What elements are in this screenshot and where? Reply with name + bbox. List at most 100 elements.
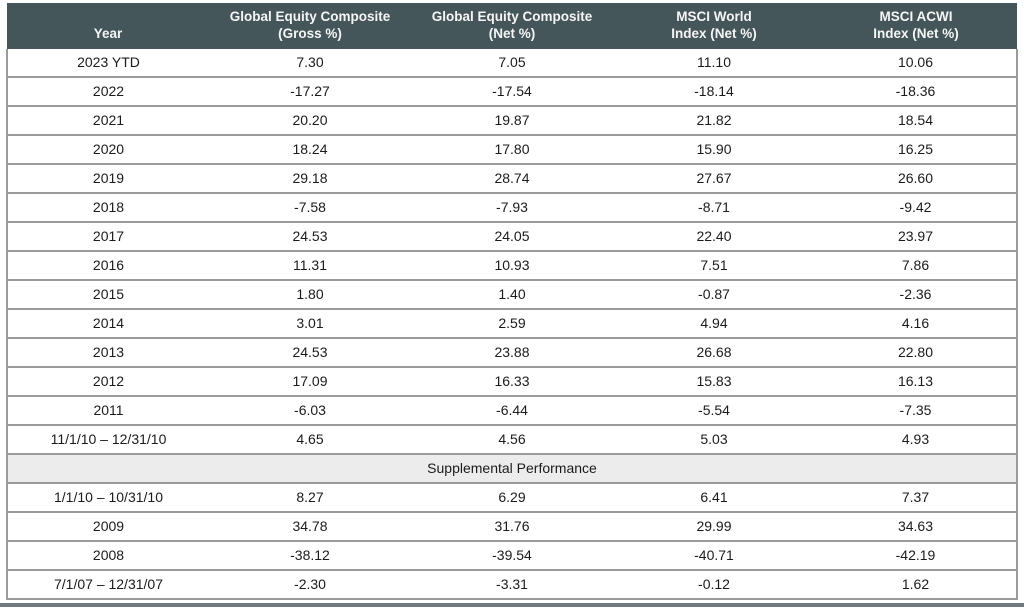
value-cell: 4.94: [613, 308, 815, 339]
value-cell: -42.19: [815, 540, 1018, 571]
value-cell: -3.31: [411, 569, 613, 600]
value-cell: 15.90: [613, 134, 815, 165]
value-cell: 22.40: [613, 221, 815, 252]
value-cell: 16.13: [815, 366, 1018, 397]
value-cell: 24.53: [209, 337, 411, 368]
value-cell: 7.37: [815, 482, 1018, 513]
value-cell: 24.05: [411, 221, 613, 252]
value-cell: 29.18: [209, 163, 411, 194]
year-cell: 2018: [6, 192, 209, 223]
table-row: 2023 YTD 7.30 7.05 11.10 10.06: [6, 48, 1018, 78]
value-cell: -18.14: [613, 76, 815, 107]
table-row: 2008 -38.12 -39.54 -40.71 -42.19: [6, 540, 1018, 571]
value-cell: 7.51: [613, 250, 815, 281]
value-cell: 11.31: [209, 250, 411, 281]
value-cell: 5.03: [613, 424, 815, 455]
value-cell: -6.03: [209, 395, 411, 426]
table-row: 2018 -7.58 -7.93 -8.71 -9.42: [6, 192, 1018, 223]
value-cell: 1.40: [411, 279, 613, 310]
table-row: 7/1/07 – 12/31/07 -2.30 -3.31 -0.12 1.62: [6, 569, 1018, 600]
column-header: Global Equity Composite (Gross %): [209, 3, 411, 49]
value-cell: -7.35: [815, 395, 1018, 426]
value-cell: 10.93: [411, 250, 613, 281]
value-cell: 23.97: [815, 221, 1018, 252]
performance-table: Year Global Equity Composite (Gross %) Glob…: [6, 3, 1018, 600]
year-cell: 2019: [6, 163, 209, 194]
value-cell: -40.71: [613, 540, 815, 571]
column-header: Year: [7, 3, 209, 49]
value-cell: 10.06: [815, 48, 1018, 78]
value-cell: 17.80: [411, 134, 613, 165]
value-cell: 23.88: [411, 337, 613, 368]
value-cell: 26.68: [613, 337, 815, 368]
value-cell: 11.10: [613, 48, 815, 78]
value-cell: -0.12: [613, 569, 815, 600]
value-cell: 4.56: [411, 424, 613, 455]
table-row: 2009 34.78 31.76 29.99 34.63: [6, 511, 1018, 542]
value-cell: 19.87: [411, 105, 613, 136]
value-cell: 6.29: [411, 482, 613, 513]
value-cell: 1.80: [209, 279, 411, 310]
value-cell: 27.67: [613, 163, 815, 194]
value-cell: -2.36: [815, 279, 1018, 310]
year-cell: 2016: [6, 250, 209, 281]
value-cell: -38.12: [209, 540, 411, 571]
value-cell: 2.59: [411, 308, 613, 339]
year-cell: 2017: [6, 221, 209, 252]
value-cell: -7.93: [411, 192, 613, 223]
year-cell: 2012: [6, 366, 209, 397]
year-cell: 2022: [6, 76, 209, 107]
year-cell: 2008: [6, 540, 209, 571]
header-row: Year Global Equity Composite (Gross %) Glob…: [7, 3, 1017, 49]
table-row: 2022 -17.27 -17.54 -18.14 -18.36: [6, 76, 1018, 107]
year-cell: 2011: [6, 395, 209, 426]
table-row: 11/1/10 – 12/31/10 4.65 4.56 5.03 4.93: [6, 424, 1018, 455]
column-header: Global Equity Composite (Net %): [411, 3, 613, 49]
year-cell: 2015: [6, 279, 209, 310]
year-cell: 2013: [6, 337, 209, 368]
value-cell: -5.54: [613, 395, 815, 426]
table-row: 1/1/10 – 10/31/10 8.27 6.29 6.41 7.37: [6, 482, 1018, 513]
value-cell: 34.78: [209, 511, 411, 542]
table-row: 2020 18.24 17.80 15.90 16.25: [6, 134, 1018, 165]
year-cell: 1/1/10 – 10/31/10: [6, 482, 209, 513]
value-cell: 20.20: [209, 105, 411, 136]
value-cell: 26.60: [815, 163, 1018, 194]
value-cell: 4.93: [815, 424, 1018, 455]
value-cell: -39.54: [411, 540, 613, 571]
value-cell: -2.30: [209, 569, 411, 600]
supplemental-rows-section: 1/1/10 – 10/31/10 8.27 6.29 6.41 7.37 2009 34.…: [6, 482, 1018, 600]
value-cell: 16.33: [411, 366, 613, 397]
bottom-rule: [0, 602, 1024, 607]
value-cell: 7.30: [209, 48, 411, 78]
value-cell: 3.01: [209, 308, 411, 339]
value-cell: 6.41: [613, 482, 815, 513]
value-cell: -7.58: [209, 192, 411, 223]
value-cell: 8.27: [209, 482, 411, 513]
value-cell: -8.71: [613, 192, 815, 223]
column-header: MSCI ACWI Index (Net %): [815, 3, 1017, 49]
value-cell: 31.76: [411, 511, 613, 542]
value-cell: 21.82: [613, 105, 815, 136]
value-cell: 18.24: [209, 134, 411, 165]
value-cell: 18.54: [815, 105, 1018, 136]
year-cell: 2021: [6, 105, 209, 136]
value-cell: -17.54: [411, 76, 613, 107]
value-cell: -17.27: [209, 76, 411, 107]
year-cell: 2020: [6, 134, 209, 165]
value-cell: 7.86: [815, 250, 1018, 281]
value-cell: 4.16: [815, 308, 1018, 339]
main-rows-section: 2023 YTD 7.30 7.05 11.10 10.06 2022 -17.27 -17.…: [6, 48, 1018, 455]
value-cell: -0.87: [613, 279, 815, 310]
year-cell: 2014: [6, 308, 209, 339]
table-row: 2019 29.18 28.74 27.67 26.60: [6, 163, 1018, 194]
value-cell: 22.80: [815, 337, 1018, 368]
value-cell: -9.42: [815, 192, 1018, 223]
supplemental-performance-label: Supplemental Performance: [6, 453, 1018, 484]
table-row: 2017 24.53 24.05 22.40 23.97: [6, 221, 1018, 252]
year-cell: 2009: [6, 511, 209, 542]
value-cell: 29.99: [613, 511, 815, 542]
supplemental-performance-row: Supplemental Performance: [6, 453, 1018, 484]
value-cell: 34.63: [815, 511, 1018, 542]
year-cell: 2023 YTD: [6, 48, 209, 78]
